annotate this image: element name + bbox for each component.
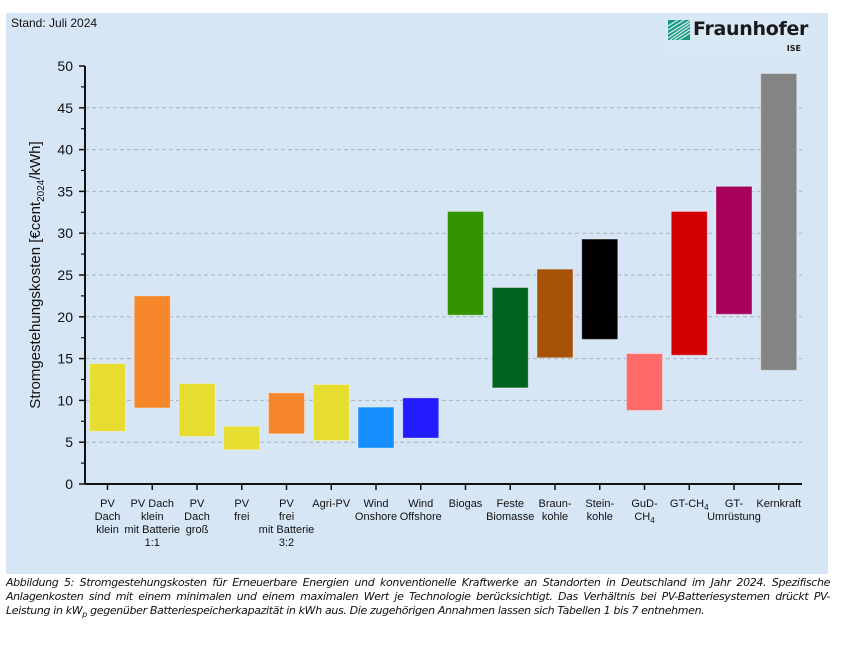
logo-name: Fraunhofer [693, 18, 809, 40]
x-category-label: PV Dach klein [95, 498, 121, 536]
x-category-label: Agri-PV [312, 498, 351, 510]
x-category-label-line: PV [100, 498, 115, 510]
x-category-label-line: GT-CH4 [670, 498, 709, 512]
x-category-label: Braun-kohle [538, 498, 571, 523]
y-axis-label: Stromgestehungskosten [€cent2024/kWh] [27, 141, 47, 408]
fraunhofer-logo-icon [668, 20, 690, 40]
x-category-label: PV Dach groß [184, 498, 210, 536]
x-category-label-line: 1:1 [145, 537, 160, 549]
y-tick-labels: 0 5 10 15 20 25 30 35 40 45 50 [57, 58, 73, 492]
stand-date-label: Stand: Juli 2024 [11, 16, 98, 30]
x-category-label: GuD-CH4 [631, 498, 658, 525]
x-category-label: PV frei [234, 498, 250, 523]
x-category-label-line: PV [190, 498, 205, 510]
logo-sub: ISE [786, 44, 801, 53]
y-tick-label: 40 [57, 142, 73, 158]
x-category-label: Kernkraft [756, 498, 801, 510]
x-category-label-line: 3:2 [279, 537, 294, 549]
range-bar [581, 238, 619, 340]
x-category-label-line: CH4 [634, 511, 655, 525]
x-category-label-line: groß [186, 524, 209, 536]
x-category-label-line: klein [141, 511, 164, 523]
x-category-label: GT-CH4 [670, 498, 709, 512]
x-category-label-line: GT- [725, 498, 744, 510]
range-bars [89, 73, 798, 451]
x-category-label: Feste Biomasse [486, 498, 534, 523]
figure-caption: Abbildung 5: Stromgestehungskosten für E… [6, 576, 830, 622]
x-category-label-line: PV Dach [131, 498, 174, 510]
range-bar [715, 185, 753, 315]
fraunhofer-logo: Fraunhofer ISE [665, 17, 809, 57]
x-category-label: PV frei mit Batterie 3:2 [259, 498, 315, 549]
range-bar [626, 353, 663, 411]
x-category-label-line: Umrüstung [707, 511, 761, 523]
y-tick-label: 0 [65, 476, 73, 492]
x-category-label-line: Stein- [585, 498, 614, 510]
x-category-label-line: Braun- [538, 498, 571, 510]
y-tick-label: 35 [57, 183, 73, 199]
x-category-label: Stein-kohle [585, 498, 614, 523]
range-bar [178, 383, 216, 437]
caption-text-1: Abbildung 5: Stromgestehungskosten für E… [6, 576, 830, 617]
range-bar [89, 363, 126, 432]
y-tick-label: 50 [57, 58, 73, 74]
x-category-label-line: Dach [95, 511, 121, 523]
x-category-label-line: Biomasse [486, 511, 534, 523]
range-bar [447, 210, 484, 316]
x-category-label-line: frei [279, 511, 294, 523]
x-category-label-line: Dach [184, 511, 210, 523]
x-category-label-line: Onshore [355, 511, 397, 523]
x-category-label-line: PV [279, 498, 294, 510]
x-category-label-line: GuD- [631, 498, 658, 510]
y-tick-label: 20 [57, 309, 73, 325]
x-category-label: GT-Umrüstung [707, 498, 761, 523]
x-category-label-line: Kernkraft [756, 498, 801, 510]
range-bar [357, 406, 395, 449]
x-category-label: Wind Onshore [355, 498, 397, 523]
x-category-label-line: Agri-PV [312, 498, 351, 510]
axes [79, 65, 802, 490]
x-category-label: Biogas [449, 498, 483, 510]
x-category-label-line: kohle [542, 511, 568, 523]
x-category-label: Wind Offshore [400, 498, 442, 523]
x-category-label-line: mit Batterie [259, 524, 315, 536]
range-bar [223, 425, 261, 451]
y-tick-label: 25 [57, 267, 73, 283]
range-bar [312, 384, 350, 442]
range-bar [670, 210, 708, 356]
x-category-label-line: Offshore [400, 511, 442, 523]
x-category-label-line: Wind [408, 498, 433, 510]
caption-text-2: gegenüber Batteriespeicherkapazität in k… [87, 604, 705, 617]
x-category-label-line: kohle [587, 511, 613, 523]
range-bar [133, 295, 171, 409]
range-bar [402, 397, 440, 439]
range-bar [760, 73, 798, 371]
x-category-label-line: frei [234, 511, 249, 523]
x-category-label-line: PV [234, 498, 249, 510]
x-category-label-line: Biogas [449, 498, 483, 510]
y-tick-label: 45 [57, 100, 73, 116]
y-tick-label: 10 [57, 392, 73, 408]
range-bar [536, 268, 574, 359]
x-category-label-line: klein [96, 524, 119, 536]
x-category-label: PV Dach klein mit Batterie 1:1 [124, 498, 180, 549]
caption-sub: p [82, 610, 88, 620]
x-category-label-line: Wind [363, 498, 388, 510]
y-tick-label: 15 [57, 351, 73, 367]
y-tick-label: 5 [65, 434, 73, 450]
y-tick-label: 30 [57, 225, 73, 241]
range-bar [268, 392, 305, 435]
x-category-label-line: mit Batterie [124, 524, 180, 536]
x-category-label-line: Feste [496, 498, 524, 510]
range-bar [491, 287, 529, 389]
